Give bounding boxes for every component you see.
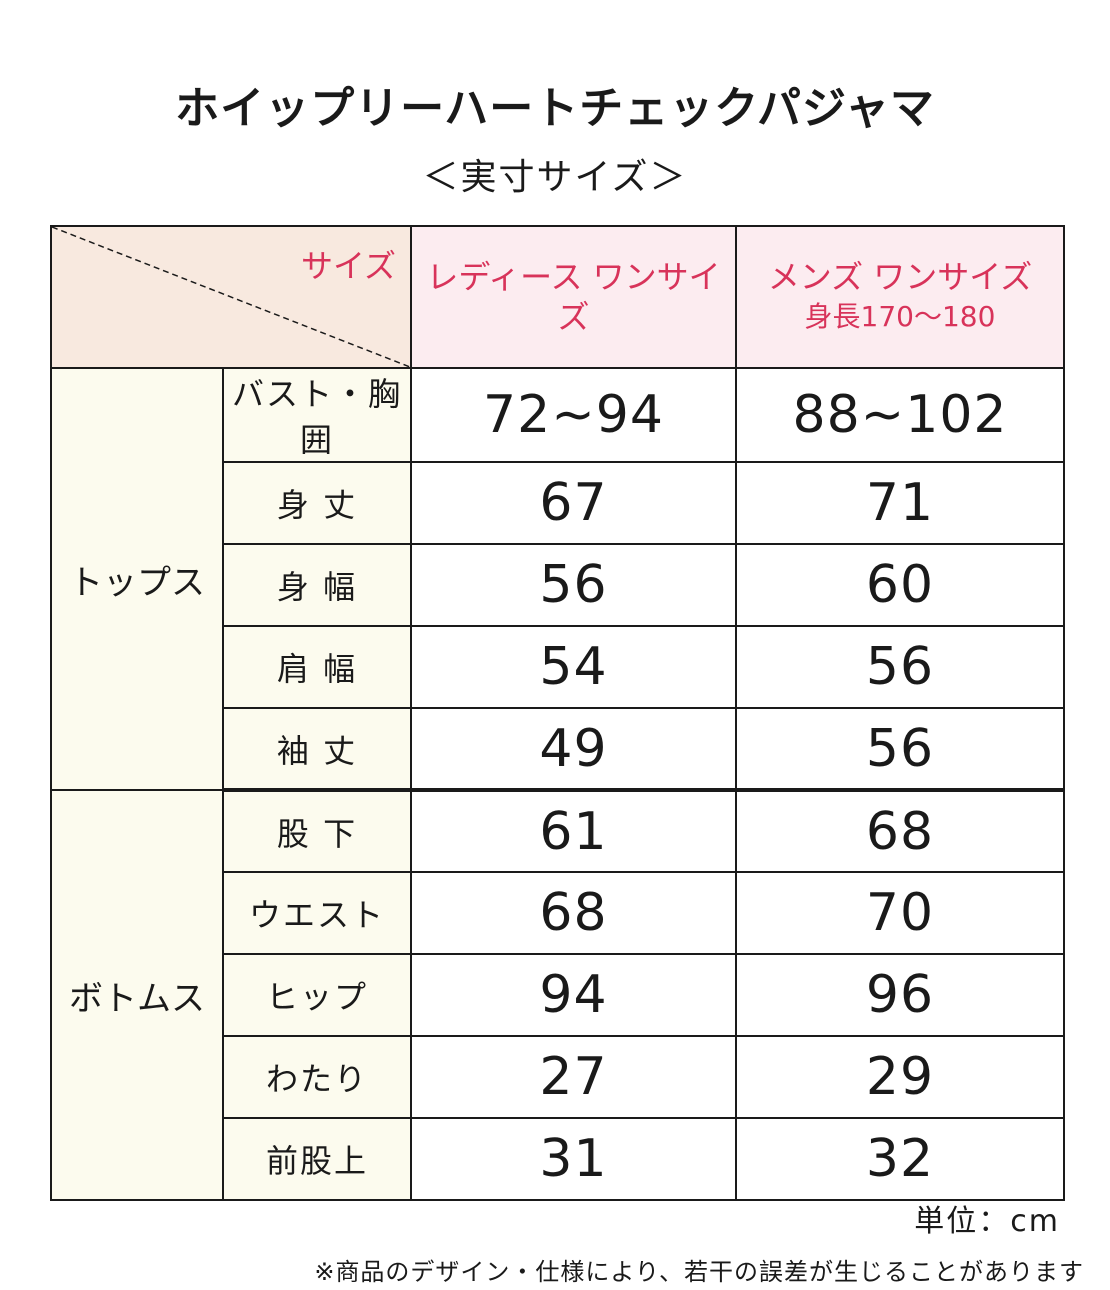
value-mens: 56 — [735, 707, 1065, 792]
header-ladies-label: レディース ワンサイズ — [426, 258, 721, 336]
value-ladies: 49 — [410, 707, 737, 792]
value-ladies: 27 — [410, 1035, 737, 1119]
row-label: 身 丈 — [222, 461, 412, 545]
value-mens: 60 — [735, 543, 1065, 627]
group-label-tops: トップス — [50, 367, 224, 791]
table-row: ウエスト 68 70 — [51, 871, 1065, 955]
diagonal-divider — [52, 227, 410, 367]
value-ladies: 72~94 — [410, 367, 737, 463]
table-row: 前股上 31 32 — [51, 1117, 1065, 1201]
header-mens-height: 身長170〜180 — [804, 300, 996, 333]
disclaimer-note: ※商品のデザイン・仕様により、若干の誤差が生じることがあります — [314, 1258, 1084, 1286]
table-row: 肩 幅 54 56 — [51, 625, 1065, 709]
value-mens: 71 — [735, 461, 1065, 545]
value-ladies: 54 — [410, 625, 737, 709]
corner-cell: サイズ — [50, 225, 412, 369]
header-mens-label: メンズ ワンサイズ — [767, 258, 1033, 296]
row-label: 前股上 — [222, 1117, 412, 1201]
unit-label: 単位：cm — [914, 1204, 1060, 1239]
row-label: 袖 丈 — [222, 707, 412, 792]
table-row: わたり 27 29 — [51, 1035, 1065, 1119]
header-ladies: レディース ワンサイズ — [410, 225, 737, 369]
header-mens: メンズ ワンサイズ 身長170〜180 — [735, 225, 1065, 369]
value-ladies: 61 — [410, 789, 737, 873]
value-mens: 68 — [735, 789, 1065, 873]
row-label: バスト・胸囲 — [222, 367, 412, 463]
value-mens: 70 — [735, 871, 1065, 955]
corner-label: サイズ — [300, 247, 396, 285]
header-row: サイズ レディース ワンサイズ メンズ ワンサイズ 身長170〜180 — [50, 225, 1065, 369]
value-ladies: 56 — [410, 543, 737, 627]
row-label: ヒップ — [222, 953, 412, 1037]
value-mens: 96 — [735, 953, 1065, 1037]
table-row: ヒップ 94 96 — [51, 953, 1065, 1037]
value-mens: 29 — [735, 1035, 1065, 1119]
size-table: サイズ レディース ワンサイズ メンズ ワンサイズ 身長170〜180 トップス… — [50, 225, 1065, 1201]
group-label-bottoms: ボトムス — [50, 789, 224, 1201]
row-label: わたり — [222, 1035, 412, 1119]
value-ladies: 68 — [410, 871, 737, 955]
table-row: ボトムス 股 下 61 68 — [50, 789, 1065, 1201]
value-ladies: 31 — [410, 1117, 737, 1201]
table-row: 身 丈 67 71 — [51, 461, 1065, 545]
value-mens: 32 — [735, 1117, 1065, 1201]
table-row: トップス バスト・胸囲 72~94 88~102 — [50, 367, 1065, 791]
row-label: 肩 幅 — [222, 625, 412, 709]
value-ladies: 94 — [410, 953, 737, 1037]
value-ladies: 67 — [410, 461, 737, 545]
page-title: ホイップリーハートチェックパジャマ — [175, 83, 935, 134]
table-row: 身 幅 56 60 — [51, 543, 1065, 627]
row-label: 身 幅 — [222, 543, 412, 627]
row-label: 股 下 — [222, 789, 412, 873]
value-mens: 56 — [735, 625, 1065, 709]
value-mens: 88~102 — [735, 367, 1065, 463]
page-subtitle: ＜実寸サイズ＞ — [422, 157, 688, 198]
row-label: ウエスト — [222, 871, 412, 955]
table-row: 袖 丈 49 56 — [51, 707, 1065, 792]
